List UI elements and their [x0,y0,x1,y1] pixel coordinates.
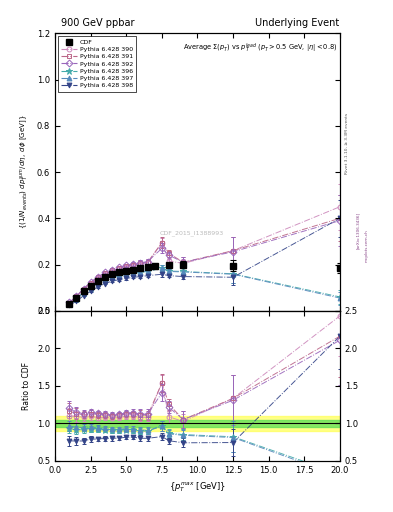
Y-axis label: $\{(1/N_{events})\ dp_T^{sum}/d\eta,\ d\phi\ [\mathrm{GeV}]\}$: $\{(1/N_{events})\ dp_T^{sum}/d\eta,\ d\… [19,115,31,229]
X-axis label: $\{p_T^{max}\ [\mathrm{GeV}]\}$: $\{p_T^{max}\ [\mathrm{GeV}]\}$ [169,480,226,494]
Legend: CDF, Pythia 6.428 390, Pythia 6.428 391, Pythia 6.428 392, Pythia 6.428 396, Pyt: CDF, Pythia 6.428 390, Pythia 6.428 391,… [58,36,136,92]
Text: [arXiv:1306.3436]: [arXiv:1306.3436] [356,212,360,249]
Text: Rivet 3.1.10, ≥ 3.3M events: Rivet 3.1.10, ≥ 3.3M events [345,113,349,174]
Text: CDF_2015_I1388993: CDF_2015_I1388993 [160,230,224,236]
Text: 900 GeV ppbar: 900 GeV ppbar [61,17,134,28]
Bar [55,419,340,427]
Text: Underlying Event: Underlying Event [255,17,339,28]
Text: mcplots.cern.ch: mcplots.cern.ch [365,229,369,262]
Y-axis label: Ratio to CDF: Ratio to CDF [22,362,31,410]
Text: Average $\Sigma(p_T)$ vs $p_T^{lead}$ ($p_T > 0.5$ GeV, $|\eta| < 0.8$): Average $\Sigma(p_T)$ vs $p_T^{lead}$ ($… [183,41,337,55]
Bar [55,416,340,431]
